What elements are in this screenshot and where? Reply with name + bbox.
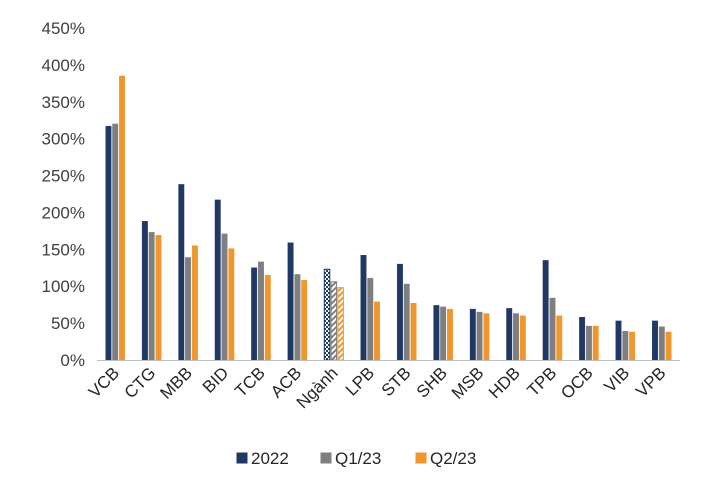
x-tick-label: Ngành — [293, 363, 342, 412]
bar-2022-5 — [287, 242, 294, 361]
bar-q2-23-12 — [556, 315, 563, 361]
x-tick-label: MBB — [156, 363, 195, 402]
bar-q2-23-5 — [301, 280, 308, 361]
x-tick-label: OCB — [557, 363, 596, 402]
bar-2022-0 — [105, 125, 112, 361]
x-tick-label: SHB — [413, 363, 451, 401]
bar-2022-6 — [323, 268, 331, 361]
y-tick-label: 100% — [42, 277, 85, 296]
x-tick-label: MSB — [448, 363, 487, 402]
bar-q1-23-15 — [658, 326, 665, 361]
bar-2022-10 — [469, 308, 476, 361]
x-tick-label: TPB — [523, 363, 560, 400]
y-tick-label: 50% — [51, 314, 85, 333]
bar-q2-23-2 — [191, 245, 198, 361]
bar-q2-23-7 — [374, 301, 381, 361]
bar-q1-23-14 — [622, 331, 629, 361]
y-tick-label: 0% — [60, 351, 85, 370]
bar-q1-23-10 — [476, 311, 483, 361]
bar-q1-23-3 — [221, 233, 228, 361]
bar-q1-23-4 — [258, 261, 264, 361]
legend-swatch — [320, 452, 332, 464]
y-axis: 0% 50% 100% 150% 200% 250% 300% 350% 400% 450% — [42, 19, 85, 370]
bar-2022-13 — [579, 317, 586, 361]
bar-q1-23-6 — [330, 281, 338, 361]
bar-q1-23-8 — [403, 283, 410, 361]
bars — [105, 75, 672, 361]
bar-q1-23-12 — [549, 297, 556, 361]
bar-2022-7 — [360, 255, 367, 361]
bar-q2-23-0 — [119, 75, 125, 361]
bar-q1-23-9 — [440, 306, 447, 361]
legend-label: Q1/23 — [335, 449, 381, 468]
y-tick-label: 350% — [42, 93, 85, 112]
bar-q1-23-7 — [367, 277, 374, 361]
bar-q2-23-6 — [337, 287, 344, 361]
bar-q2-23-3 — [228, 248, 235, 361]
bar-q1-23-5 — [294, 274, 301, 361]
y-tick-label: 450% — [42, 19, 85, 38]
bar-2022-14 — [615, 320, 622, 361]
x-tick-label: CTG — [121, 363, 160, 402]
y-tick-label: 400% — [42, 56, 85, 75]
bar-q2-23-10 — [483, 313, 490, 361]
bar-q1-23-1 — [148, 232, 155, 361]
x-tick-label: TCB — [231, 363, 268, 400]
bar-2022-9 — [433, 305, 440, 361]
bar-2022-11 — [506, 308, 513, 361]
bar-2022-8 — [396, 263, 403, 361]
bar-q2-23-4 — [264, 274, 271, 361]
bar-q1-23-2 — [185, 257, 192, 361]
bar-q2-23-13 — [592, 325, 599, 361]
x-tick-label: STB — [378, 363, 415, 400]
x-tick-label: BID — [199, 363, 232, 396]
legend-label: Q2/23 — [430, 449, 476, 468]
legend-swatch — [415, 452, 427, 464]
x-tick-label: HDB — [485, 363, 524, 402]
legend: 2022 Q1/23 Q2/23 — [236, 449, 476, 468]
x-tick-label: VIB — [600, 363, 633, 396]
bar-2022-4 — [251, 267, 258, 361]
bar-2022-2 — [178, 184, 185, 361]
bar-q1-23-0 — [112, 123, 119, 361]
bar-2022-15 — [652, 320, 658, 361]
y-tick-label: 200% — [42, 203, 85, 222]
bar-2022-3 — [214, 199, 221, 361]
bar-q1-23-13 — [585, 325, 592, 361]
x-tick-label: LPB — [342, 363, 378, 399]
bar-2022-1 — [141, 221, 148, 361]
bar-q2-23-1 — [155, 235, 162, 361]
y-tick-label: 250% — [42, 167, 85, 186]
y-tick-label: 300% — [42, 130, 85, 149]
bar-q2-23-9 — [447, 308, 453, 361]
x-tick-label: VPB — [632, 363, 669, 400]
legend-label: 2022 — [251, 449, 289, 468]
bar-q2-23-14 — [629, 331, 636, 361]
bar-q2-23-15 — [665, 331, 672, 361]
bar-q2-23-8 — [410, 302, 417, 361]
y-tick-label: 150% — [42, 240, 85, 259]
legend-swatch — [236, 452, 248, 464]
x-tick-label: VCB — [85, 363, 123, 401]
bar-q2-23-11 — [519, 315, 526, 361]
bar-q1-23-11 — [513, 313, 519, 361]
bar-2022-12 — [542, 260, 549, 361]
